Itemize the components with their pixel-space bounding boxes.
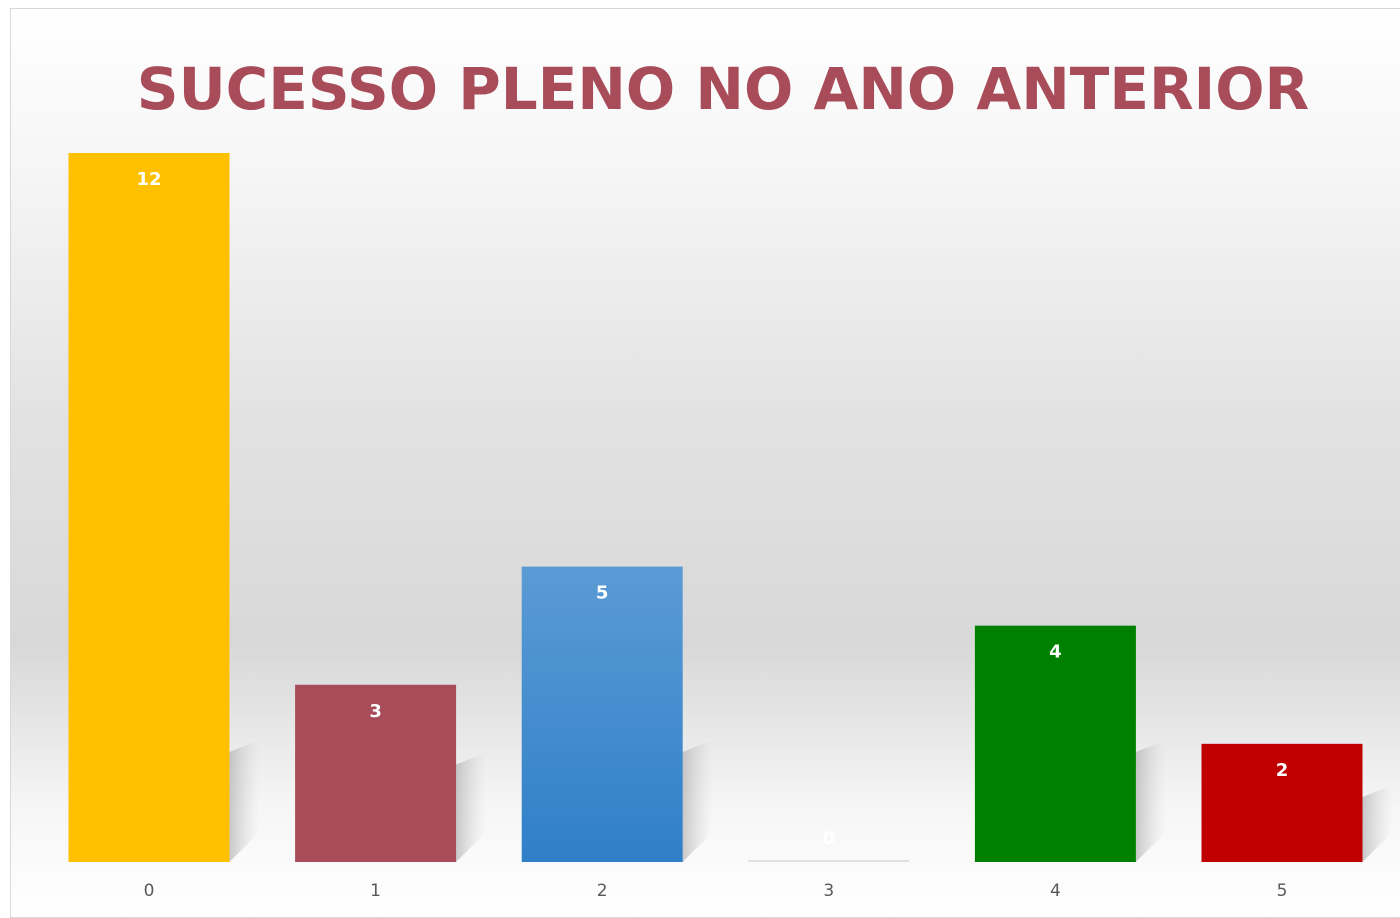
- chart-title: SUCESSO PLENO NO ANO ANTERIOR: [136, 55, 1310, 123]
- bar-shadow-2: [682, 740, 713, 862]
- x-tick-label-5: 5: [1277, 881, 1288, 901]
- bar-shadow-5: [1362, 785, 1393, 862]
- x-tick-label-2: 2: [597, 881, 608, 901]
- data-label-3: 0: [823, 828, 836, 849]
- x-tick-label-1: 1: [370, 881, 381, 901]
- bar-0[interactable]: [68, 153, 230, 862]
- data-label-2: 5: [596, 583, 609, 604]
- bars: [68, 153, 1363, 862]
- x-tick-label-3: 3: [823, 881, 834, 901]
- bar-shadows: [229, 740, 1393, 862]
- data-label-0: 12: [136, 169, 161, 190]
- bar-shadow-0: [229, 740, 260, 862]
- bar-2[interactable]: [521, 566, 683, 862]
- bar-1[interactable]: [295, 684, 457, 862]
- bar-3[interactable]: [748, 860, 910, 862]
- data-label-4: 4: [1049, 642, 1062, 663]
- data-labels: 12 3 5 0 4 2: [136, 169, 1288, 849]
- x-tick-label-0: 0: [144, 881, 155, 901]
- x-tick-label-4: 4: [1050, 881, 1061, 901]
- bar-shadow-4: [1135, 740, 1166, 862]
- data-label-1: 3: [369, 701, 382, 722]
- x-axis-ticks: 0 1 2 3 4 5: [144, 881, 1288, 901]
- bar-5[interactable]: [1201, 743, 1363, 862]
- bar-shadow-1: [456, 752, 487, 862]
- data-label-5: 2: [1276, 760, 1289, 781]
- bar-4[interactable]: [974, 625, 1136, 862]
